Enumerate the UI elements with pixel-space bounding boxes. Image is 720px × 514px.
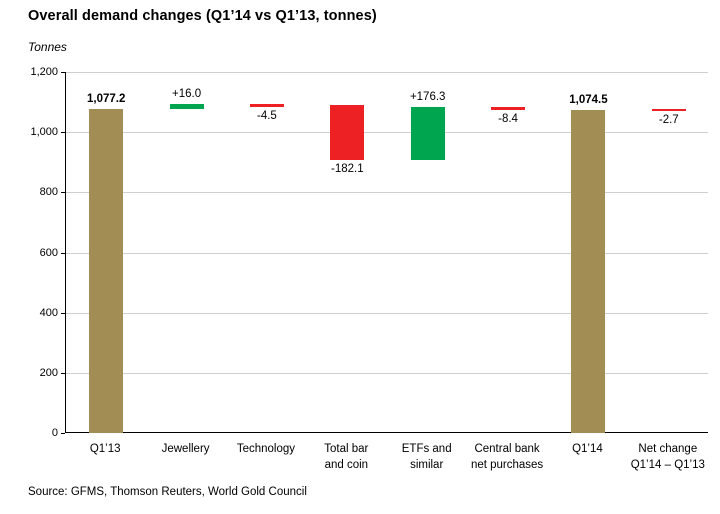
y-tick-mark	[61, 252, 65, 254]
gridline	[66, 252, 708, 254]
x-label-central-bank-net-purchases: Central bank net purchases	[452, 441, 562, 473]
bar-central-bank-net-purchases	[491, 107, 526, 110]
value-label-jewellery: +16.0	[172, 88, 202, 101]
y-tick-mark	[61, 372, 65, 374]
y-tick-label: 0	[51, 427, 58, 439]
plot-area: 1,077.2 +16.0 -4.5 -182.1 +176.3 -8.4 1,074.5 -…	[65, 72, 708, 433]
gridline	[66, 372, 708, 374]
value-label-total-bar-and-coin: -182.1	[331, 163, 364, 176]
bar-q1-13	[89, 108, 124, 433]
bar-jewellery	[169, 104, 204, 109]
y-tick-mark	[61, 312, 65, 314]
bar-technology	[249, 104, 284, 107]
x-label-q1-13: Q1’13	[50, 441, 160, 457]
value-label-central-bank-net-purchases: -8.4	[498, 112, 518, 125]
x-label-jewellery: Jewellery	[131, 441, 241, 457]
x-label-etfs-and-similar: ETFs and similar	[372, 441, 482, 473]
x-label-net-change-q1-14-q1-13: Net change Q1’14 – Q1’13	[613, 441, 720, 473]
value-label-q1-14: 1,074.5	[569, 93, 608, 106]
x-label-line: and coin	[324, 459, 369, 471]
source-note: Source: GFMS, Thomson Reuters, World Gol…	[28, 486, 307, 498]
y-tick-label: 800	[39, 186, 58, 199]
bar-etfs-and-similar	[410, 107, 445, 161]
bar-total-bar-and-coin	[330, 105, 365, 161]
x-label-technology: Technology	[211, 441, 321, 457]
x-label-line: Net change	[638, 443, 698, 455]
x-label-q1-14: Q1’14	[532, 441, 642, 457]
y-tick-label: 600	[39, 246, 58, 259]
x-label-line: ETFs and	[401, 443, 452, 455]
bar-net-change-q1-14-q1-13	[651, 108, 686, 112]
y-tick-label: 200	[39, 366, 58, 379]
gridline	[66, 132, 708, 134]
x-label-line: Q1’14 – Q1’13	[630, 459, 705, 471]
gridline	[66, 192, 708, 194]
gridline	[66, 72, 708, 73]
x-label-line: Central bank	[474, 443, 540, 455]
chart-title: Overall demand changes (Q1’14 vs Q1’13, …	[28, 8, 377, 24]
value-label-technology: -4.5	[257, 109, 277, 122]
x-label-line: Jewellery	[161, 443, 210, 455]
x-label-line: net purchases	[470, 459, 544, 471]
gridline	[66, 312, 708, 314]
y-tick-label: 1,000	[30, 126, 58, 139]
value-label-etfs-and-similar: +176.3	[409, 91, 446, 104]
y-tick-mark	[61, 72, 65, 73]
x-label-line: Q1’13	[89, 443, 121, 455]
y-tick-mark	[61, 192, 65, 194]
y-tick-mark	[61, 132, 65, 134]
y-tick-label: 1,200	[30, 66, 58, 78]
y-tick-label: 400	[39, 306, 58, 319]
bar-q1-14	[571, 109, 606, 433]
value-label-q1-13: 1,077.2	[87, 92, 126, 105]
x-label-line: similar	[410, 459, 444, 471]
x-label-line: Q1’14	[572, 443, 603, 455]
x-label-line: Technology	[236, 443, 296, 455]
value-label-net-change-q1-14-q1-13: -2.7	[658, 114, 679, 127]
y-axis-label: Tonnes	[28, 40, 67, 54]
y-tick-mark	[61, 433, 65, 434]
x-label-total-bar-and-coin: Total bar and coin	[291, 441, 401, 473]
x-label-line: Total bar	[324, 443, 369, 455]
